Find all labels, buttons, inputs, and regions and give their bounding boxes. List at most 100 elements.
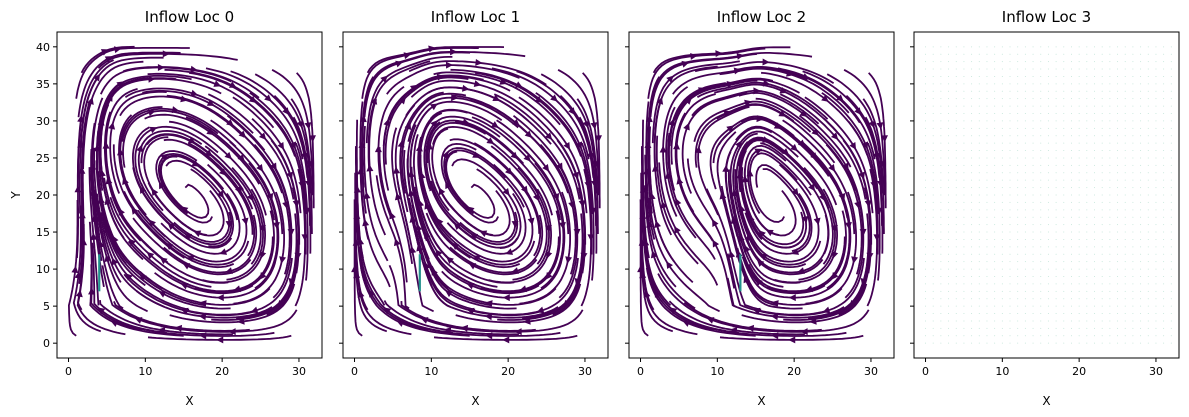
streamline-arrow <box>216 294 224 302</box>
y-tick-label: 20 <box>36 189 50 202</box>
streamline-arrow <box>712 219 719 227</box>
x-axis-label: X <box>471 394 479 408</box>
streamline-arrow <box>216 190 224 199</box>
streamlines <box>67 45 316 344</box>
streamline-arrow <box>199 332 207 340</box>
streamline-arrow <box>502 336 510 344</box>
streamline-arrow <box>743 275 751 284</box>
streamline-arrow <box>760 253 768 261</box>
streamline <box>354 205 388 333</box>
streamline-arrow <box>762 58 770 66</box>
streamline-arrow <box>445 61 453 69</box>
streamline-arrow <box>744 99 752 107</box>
streamline-arrow <box>199 300 207 308</box>
streamline-arrow <box>383 307 392 315</box>
streamline-arrow <box>219 248 228 255</box>
streamline-arrow <box>241 217 249 226</box>
streamline-arrow <box>393 166 401 174</box>
x-tick-label: 10 <box>138 365 152 378</box>
streamline-arrow <box>289 141 297 150</box>
streamline-arrow <box>398 96 407 105</box>
chart-title: Inflow Loc 1 <box>431 8 520 26</box>
streamline-arrow <box>771 332 779 340</box>
y-tick-label: 30 <box>36 115 50 128</box>
streamline-arrow <box>779 87 788 94</box>
x-tick-label: 30 <box>578 365 592 378</box>
streamline-arrow <box>849 141 857 150</box>
streamline-arrow <box>428 45 436 53</box>
streamline <box>474 71 582 157</box>
streamline-arrow <box>71 265 79 274</box>
streamline-arrow <box>674 226 681 234</box>
streamline-arrow <box>374 145 382 153</box>
streamline-arrow <box>186 255 195 262</box>
streamline-arrow <box>429 103 438 111</box>
streamline-arrow <box>139 186 147 194</box>
streamline-arrow <box>778 110 787 117</box>
x-tick-label: 20 <box>1072 365 1086 378</box>
streamline-arrow <box>110 320 119 327</box>
streamline-arrow <box>190 65 198 73</box>
x-tick-label: 30 <box>1149 365 1163 378</box>
streamline-arrow <box>545 251 553 259</box>
streamline-arrow <box>216 336 224 344</box>
streamline-arrow <box>225 267 233 275</box>
streamline-arrow <box>466 206 475 214</box>
streamline-arrow <box>831 272 839 280</box>
streamline-arrow <box>726 80 735 88</box>
streamline-arrow <box>828 164 836 172</box>
streamline-arrow <box>676 177 684 185</box>
streamline-arrow <box>116 81 125 89</box>
streamline-arrow <box>523 154 531 162</box>
streamline-arrow <box>479 230 488 237</box>
streamline-arrow <box>643 290 651 298</box>
x-tick-label: 10 <box>424 365 438 378</box>
streamline-arrow <box>728 250 736 259</box>
streamline-arrow <box>822 306 831 314</box>
streamline-arrow <box>100 49 109 56</box>
streamline-arrow <box>861 141 869 150</box>
y-tick-label: 0 <box>43 337 50 350</box>
streamline-arrow <box>505 167 513 175</box>
y-tick-label: 40 <box>36 41 50 54</box>
streamline-arrow <box>108 122 116 130</box>
streamline-arrow <box>473 80 482 88</box>
streamline-arrow <box>162 50 170 58</box>
streamline-arrow <box>224 151 232 160</box>
streamline-arrow <box>446 256 454 264</box>
streamline-arrow <box>485 300 493 308</box>
streamline-arrow <box>484 313 493 321</box>
y-tick-label: 25 <box>36 152 50 165</box>
streamline-arrow <box>534 95 543 103</box>
streamline-arrow <box>470 233 479 241</box>
streamline-arrow <box>836 94 844 102</box>
streamline-arrow <box>296 120 304 129</box>
streamline-arrow <box>510 151 518 160</box>
x-tick-label: 20 <box>215 365 229 378</box>
x-tick-label: 20 <box>787 365 801 378</box>
streamline-arrow <box>264 94 272 102</box>
streamline-arrow <box>844 221 852 230</box>
x-tick-label: 0 <box>637 365 644 378</box>
streamline-arrow <box>308 135 316 143</box>
streamline-arrow <box>256 164 264 172</box>
streamline-arrow <box>726 125 735 133</box>
streamline-arrow <box>682 320 691 327</box>
streamlines <box>637 46 888 344</box>
streamline-arrow <box>362 218 370 227</box>
streamline-arrow <box>306 160 313 169</box>
streamlines <box>925 46 1172 344</box>
streamline-arrow <box>511 267 519 275</box>
streamline-arrow <box>743 244 751 253</box>
chart-panel-2: Inflow Loc 2 0 10 20 30 X <box>625 8 895 408</box>
streamline-arrow <box>486 137 495 145</box>
streamline-arrow <box>654 220 661 228</box>
streamline-arrow <box>799 109 808 117</box>
streamline-arrow <box>790 143 798 152</box>
streamline-arrow <box>206 99 215 106</box>
y-tick-label: 5 <box>43 300 50 313</box>
streamline-arrow <box>851 256 859 264</box>
y-tick-label: 35 <box>36 78 50 91</box>
streamline-arrow <box>213 80 222 87</box>
streamline-arrow <box>250 306 259 314</box>
